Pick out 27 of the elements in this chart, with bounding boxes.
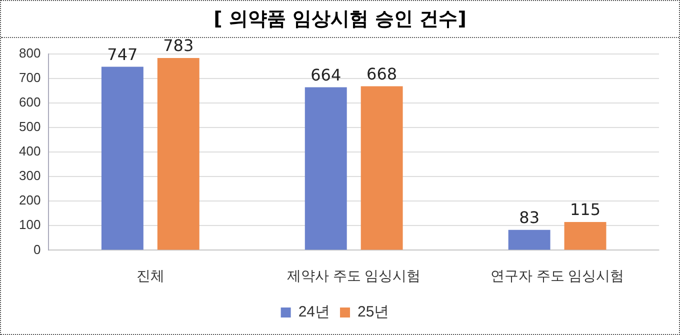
bar xyxy=(157,58,200,250)
x-tick-label: 진체 xyxy=(136,267,164,284)
y-tick-label: 300 xyxy=(18,168,41,184)
bar xyxy=(304,87,347,250)
bar xyxy=(360,86,403,250)
y-tick-label: 0 xyxy=(33,242,41,257)
x-tick-label: 제약사 주도 임싱시험 xyxy=(286,267,421,284)
chart-title: [ 의약품 임상시험 승인 건수] xyxy=(1,1,679,38)
y-tick-label: 700 xyxy=(18,70,41,85)
data-label: 664 xyxy=(310,65,342,84)
data-label: 783 xyxy=(163,36,194,56)
y-tick-label: 500 xyxy=(18,119,41,134)
y-tick-label: 200 xyxy=(18,192,41,208)
y-tick-label: 400 xyxy=(18,144,41,159)
data-label: 115 xyxy=(570,200,601,220)
bar xyxy=(564,222,606,250)
legend-label: 24년 xyxy=(298,304,330,321)
x-tick-label: 연구자 주도 임싱시험 xyxy=(490,267,624,284)
data-label: 747 xyxy=(107,44,138,64)
bar xyxy=(101,66,144,250)
y-tick-label: 600 xyxy=(18,94,41,110)
data-label: 83 xyxy=(519,208,540,227)
data-label: 668 xyxy=(366,64,398,84)
y-tick-label: 800 xyxy=(18,45,41,60)
y-tick-label: 100 xyxy=(18,217,41,232)
bar xyxy=(508,230,550,250)
legend-label: 25년 xyxy=(358,304,390,321)
